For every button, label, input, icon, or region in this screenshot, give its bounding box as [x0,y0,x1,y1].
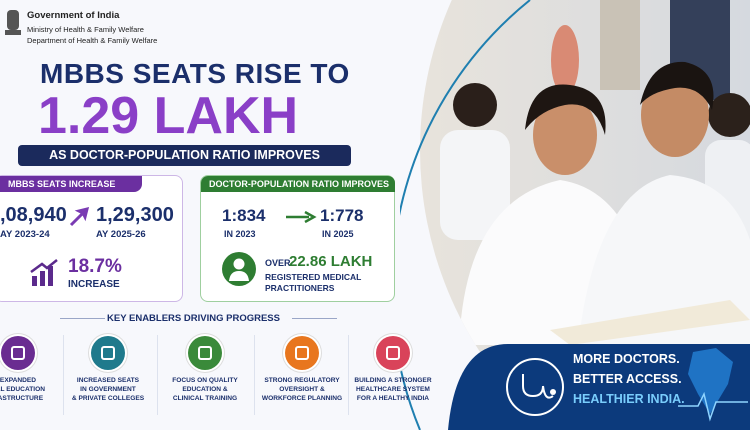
separator [347,335,349,415]
separator [63,335,64,415]
growth-value: 18.7% [68,256,122,277]
practitioner-label: REGISTERED MEDICAL [265,272,362,282]
growth-label: INCREASE [68,279,120,290]
growth-icon [30,259,58,286]
enabler-text: BUILDING A STRONGER HEALTHCARE SYSTEM FOR … [345,376,441,403]
divider [60,318,105,319]
banner [448,344,750,430]
enablers-title: KEY ENABLERS DRIVING PROGRESS [107,313,280,324]
enabler-icon [285,336,319,370]
photo [400,0,750,430]
icon-glyph [101,346,115,360]
enabler-line: INCREASED SEATS [76,377,140,384]
enabler-text: FOCUS ON QUALITY EDUCATION & CLINICAL TRAI… [157,376,253,403]
enabler-icon [376,336,410,370]
org: Government of India [27,10,120,21]
doctor-icon [222,252,256,286]
enabler-text: INCREASED SEATS IN GOVERNMENT & PRIVATE CO… [60,376,156,403]
ratio-panel [200,175,395,302]
enabler-line: BUILDING A STRONGER [354,377,432,384]
ratio-before-year: IN 2023 [224,229,256,239]
ratio-after: 1:778 [320,206,364,225]
arrow-icon [69,206,90,227]
divider [292,318,337,319]
banner-line: MORE DOCTORS. [573,352,680,366]
emblem [5,10,21,35]
enabler-line: WORKFORCE PLANNING [261,395,343,402]
ministry: Ministry of Health & Family Welfare [27,25,144,34]
headline-number: 1.29 LAKH [38,87,299,145]
separator [253,335,255,415]
subtitle: AS DOCTOR-POPULATION RATIO IMPROVES [18,145,351,166]
headline: MBBS SEATS RISE TO [40,58,350,89]
icon-glyph [11,346,25,360]
enabler-line: FOR A HEALTHY INDIA [356,395,430,402]
enabler-icon [188,336,222,370]
enabler-line: STRONG REGULATORY [264,377,340,384]
seats-before: ,08,940 [0,204,67,226]
enabler-line: IN GOVERNMENT [80,386,136,393]
department: Department of Health & Family Welfare [27,36,158,45]
practitioner-count: 22.86 LAKH [289,253,373,270]
enabler-line: & PRIVATE COLLEGES [71,395,145,402]
seats-after-year: AY 2025-26 [96,229,146,240]
seats-panel [0,175,183,302]
enabler-icon [91,336,125,370]
enabler-text: STRONG REGULATORY OVERSIGHT & WORKFORCE PL… [254,376,350,403]
enabler-text: EXPANDED CAL EDUCATION RASTRUCTURE [0,376,66,403]
ratio-before: 1:834 [222,206,266,225]
practitioner-label: PRACTITIONERS [265,283,335,293]
banner-line: BETTER ACCESS. [573,372,682,386]
enabler-line: EDUCATION & [182,386,228,393]
enabler-line: EXPANDED [0,377,37,384]
enabler-line: HEALTHCARE SYSTEM [356,386,430,393]
over-label: OVER [265,258,291,268]
seats-after: 1,29,300 [96,204,174,226]
enabler-line: RASTRUCTURE [0,395,44,402]
ratio-after-year: IN 2025 [322,229,354,239]
seats-tag: MBBS SEATS INCREASE [0,176,142,192]
enabler-line: FOCUS ON QUALITY [172,377,238,384]
icon-glyph [295,346,309,360]
icon-glyph [386,346,400,360]
separator [156,335,158,415]
ratio-arrow [286,211,317,223]
ratio-tag: DOCTOR-POPULATION RATIO IMPROVES [201,176,395,192]
banner-line: HEALTHIER INDIA. [573,392,685,406]
enabler-line: CAL EDUCATION [0,386,45,393]
enabler-line: CLINICAL TRAINING [172,395,238,402]
enabler-line: OVERSIGHT & [279,386,325,393]
seats-before-year: AY 2023-24 [0,229,50,240]
icon-glyph [198,346,212,360]
enabler-icon [1,336,35,370]
